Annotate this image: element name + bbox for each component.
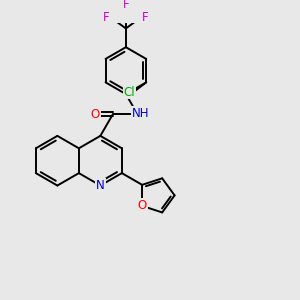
Text: NH: NH	[132, 106, 149, 119]
Text: O: O	[137, 200, 147, 212]
Text: F: F	[142, 11, 148, 24]
Text: F: F	[123, 0, 129, 11]
Text: O: O	[91, 108, 100, 121]
Text: N: N	[96, 179, 105, 192]
Text: F: F	[103, 11, 110, 24]
Text: Cl: Cl	[124, 85, 135, 98]
